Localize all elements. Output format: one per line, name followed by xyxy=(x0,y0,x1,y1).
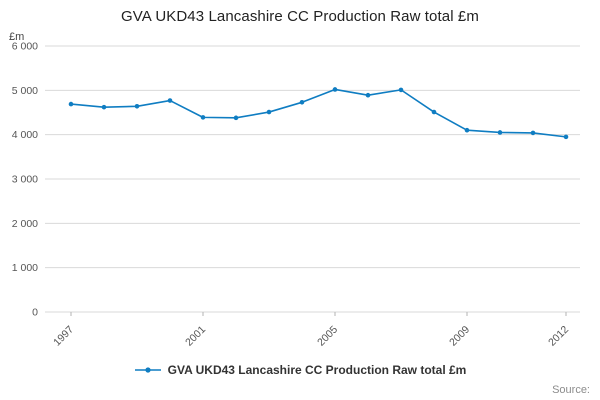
x-tick-label: 2012 xyxy=(546,324,571,349)
line-chart-plot-area: 0 1 000 2 000 3 000 4 000 5 000 6 000 1997 2001 2… xyxy=(12,41,580,349)
x-tick-label: 2001 xyxy=(183,324,208,349)
data-point-marker xyxy=(497,130,503,135)
source-label: Source: xyxy=(552,384,590,396)
data-point-marker xyxy=(563,134,569,140)
y-tick-label: 0 xyxy=(32,307,38,319)
data-point-marker xyxy=(266,109,272,115)
data-point-marker xyxy=(233,115,239,121)
data-point-marker xyxy=(134,103,140,109)
data-point-marker xyxy=(464,127,470,133)
y-tick-label: 2 000 xyxy=(12,218,38,230)
chart-title: GVA UKD43 Lancashire CC Production Raw t… xyxy=(121,8,479,25)
y-tick-label: 4 000 xyxy=(12,129,38,141)
data-point-marker xyxy=(200,115,206,120)
y-axis-unit-label: £m xyxy=(9,31,25,43)
data-point-marker xyxy=(101,104,107,110)
x-tick-label: 1997 xyxy=(51,324,76,349)
y-tick-label: 5 000 xyxy=(12,85,38,97)
legend: GVA UKD43 Lancashire CC Production Raw t… xyxy=(0,363,600,377)
x-tick-label: 2009 xyxy=(447,324,472,349)
y-tick-label: 6 000 xyxy=(12,41,38,53)
x-tick-label: 2005 xyxy=(315,324,340,349)
legend-label: GVA UKD43 Lancashire CC Production Raw t… xyxy=(167,363,467,377)
data-point-marker xyxy=(530,130,536,136)
data-point-marker xyxy=(167,98,173,103)
data-point-marker xyxy=(299,100,305,105)
data-point-marker xyxy=(431,109,437,115)
data-point-marker xyxy=(68,101,74,107)
data-point-marker xyxy=(365,92,371,98)
y-tick-label: 3 000 xyxy=(12,174,38,186)
y-tick-label: 1 000 xyxy=(12,262,38,274)
data-point-marker xyxy=(398,87,404,93)
legend-line-marker-icon xyxy=(134,367,161,373)
data-line-series xyxy=(70,88,567,138)
data-point-marker xyxy=(332,87,338,92)
